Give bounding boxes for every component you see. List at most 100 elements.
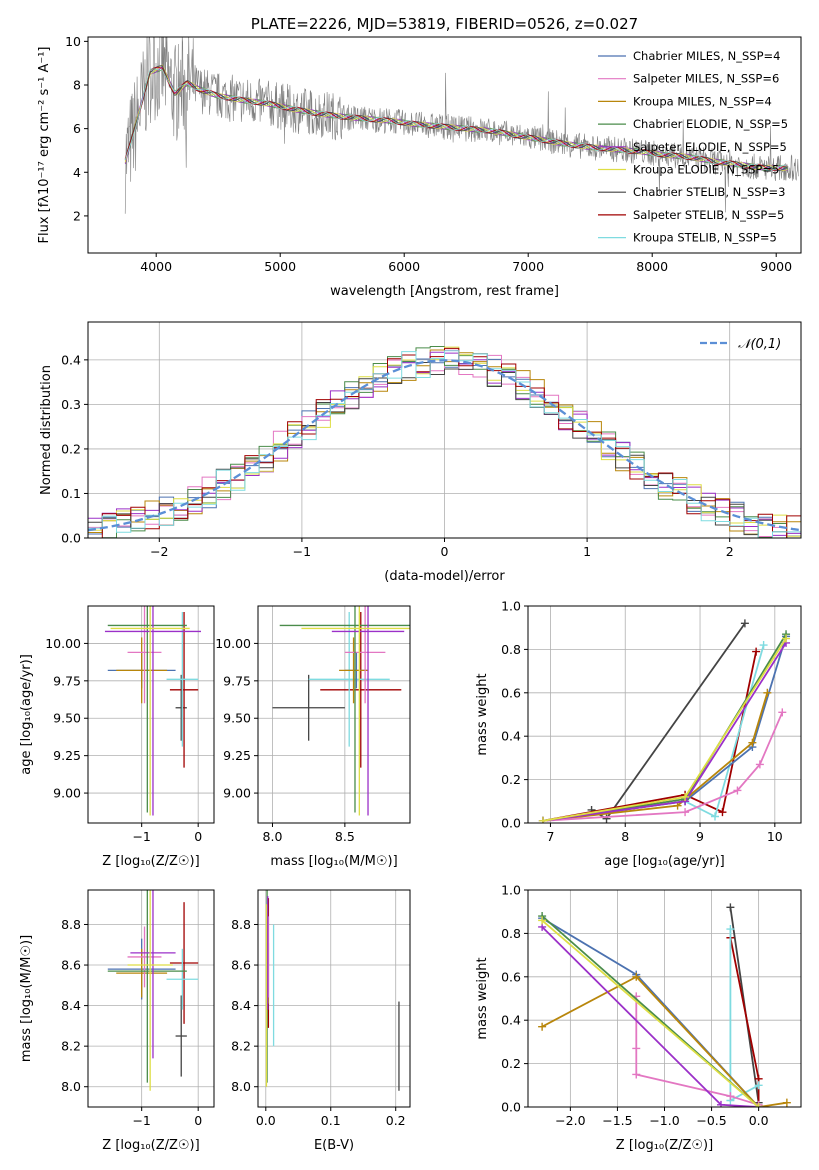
y-axis-label: mass weight	[475, 957, 490, 1039]
error-bar	[308, 611, 390, 747]
y-tick-label: 9.50	[53, 711, 81, 726]
y-axis-label: Normed distribution	[39, 365, 54, 495]
weight-series	[587, 619, 749, 823]
x-tick-label: 2	[726, 544, 734, 559]
x-tick-label: 4000	[140, 259, 172, 274]
model-spectrum	[124, 65, 788, 171]
x-axis-label: Z [log₁₀(Z/Z☉)]	[102, 1138, 199, 1153]
y-tick-label: 8.8	[61, 917, 81, 932]
error-bar	[116, 948, 168, 998]
x-tick-label: 0	[194, 829, 202, 844]
x-tick-label: 7	[546, 829, 554, 844]
y-tick-label: 0.4	[501, 729, 521, 744]
weight-marker	[538, 916, 547, 925]
weight-marker	[726, 925, 735, 934]
y-tick-label: 8.2	[61, 1039, 81, 1054]
panel-4: 8.0 8.5 9.00 9.25 9.50 9.75 10.00 mass [log₁₀(M…	[215, 605, 411, 869]
weight-marker	[726, 903, 735, 912]
x-tick-label: 8.0	[263, 829, 283, 844]
y-tick-label: 9.00	[53, 786, 81, 801]
x-axis-label: Z [log₁₀(Z/Z☉)]	[616, 1138, 713, 1153]
weight-marker	[782, 1098, 791, 1107]
panel-7: 0.0 0.1 0.2 8.0 8.2 8.4 8.6 8.8 E(B-V)	[231, 889, 411, 1153]
legend-label: Kroupa MILES, N_SSP=4	[633, 94, 772, 108]
weight-line	[541, 919, 760, 1107]
weight-marker	[733, 786, 742, 795]
x-tick-label: 5000	[264, 259, 296, 274]
y-tick-label: 8.8	[231, 917, 251, 932]
legend-label: 𝒩(0,1)	[738, 337, 781, 352]
error-bar	[272, 674, 345, 741]
axes-frame	[87, 889, 215, 1108]
axes-frame	[257, 889, 411, 1108]
legend-label: Chabrier STELIB, N_SSP=3	[633, 185, 785, 199]
weight-series	[538, 641, 768, 823]
weight-series	[538, 630, 791, 823]
x-tick-label: 9	[696, 829, 704, 844]
y-tick-label: 8.6	[231, 958, 251, 973]
weight-marker	[681, 808, 690, 817]
y-tick-label: 8.0	[231, 1079, 251, 1094]
x-tick-label: 0	[194, 1113, 202, 1128]
y-tick-label: 0.0	[501, 1100, 521, 1115]
x-tick-label: 8.5	[335, 829, 355, 844]
error-bar	[110, 606, 190, 816]
y-tick-label: 8.4	[231, 998, 251, 1013]
weight-line	[541, 975, 788, 1107]
axes-frame	[87, 605, 215, 824]
x-axis-label: (data-model)/error	[384, 569, 505, 584]
error-bar	[104, 606, 202, 816]
weight-line	[542, 638, 787, 822]
y-tick-label: 10.00	[215, 636, 251, 651]
weight-series	[538, 916, 763, 1107]
weight-marker	[778, 708, 787, 717]
model-spectrum	[124, 64, 788, 171]
x-tick-label: 7000	[512, 259, 544, 274]
x-tick-label: 10	[767, 829, 783, 844]
weight-marker	[681, 792, 690, 801]
weight-marker	[538, 1022, 547, 1031]
y-tick-label: 1.0	[501, 883, 521, 898]
y-tick-label: 0.3	[61, 397, 81, 412]
y-tick-label: 0.2	[501, 1056, 521, 1071]
legend-label: Kroupa STELIB, N_SSP=5	[633, 231, 777, 245]
error-bar	[175, 674, 187, 741]
normal-curve	[88, 359, 801, 532]
y-tick-label: 8.2	[231, 1039, 251, 1054]
weight-marker	[752, 647, 761, 656]
weight-marker	[754, 1081, 763, 1090]
weight-line	[542, 636, 787, 822]
x-tick-label: −1.0	[649, 1113, 679, 1128]
x-tick-label: −2	[150, 544, 168, 559]
error-bar	[166, 948, 199, 1010]
y-tick-label: 10.00	[45, 636, 81, 651]
x-tick-label: 1	[583, 544, 591, 559]
errorbar-plot	[265, 890, 400, 1091]
legend: 𝒩(0,1)	[700, 337, 781, 352]
weight-marker	[632, 1044, 641, 1053]
x-axis-label: wavelength [Angstrom, rest frame]	[330, 284, 559, 299]
x-tick-label: 6000	[388, 259, 420, 274]
weight-marker	[754, 1103, 763, 1107]
error-bar	[175, 995, 187, 1077]
weight-marker	[716, 1100, 725, 1107]
y-axis-label: mass [log₁₀(M/M☉)]	[19, 935, 34, 1062]
errorbar-plot	[272, 606, 410, 816]
panel-2: −2 −1 0 1 2 0.0 0.1 0.2 0.3 0.4 (data-model)/error…	[39, 321, 802, 584]
y-axis-label: age [log₁₀(age/yr)]	[19, 654, 34, 775]
y-tick-label: 0.2	[61, 441, 81, 456]
legend-label: Kroupa ELODIE, N_SSP=5	[633, 163, 779, 177]
x-axis-label: E(B-V)	[314, 1138, 354, 1153]
x-axis-label: mass [log₁₀(M/M☉)]	[270, 854, 397, 869]
weight-marker	[755, 760, 764, 769]
x-tick-label: 0.0	[256, 1113, 276, 1128]
weight-marker	[632, 1070, 641, 1079]
x-tick-label: 0.2	[386, 1113, 406, 1128]
weight-series	[538, 922, 763, 1107]
weight-line	[542, 692, 769, 822]
weight-line	[542, 644, 765, 822]
y-tick-label: 9.50	[223, 711, 251, 726]
histogram-plot	[88, 346, 801, 538]
error-bar	[169, 611, 199, 768]
